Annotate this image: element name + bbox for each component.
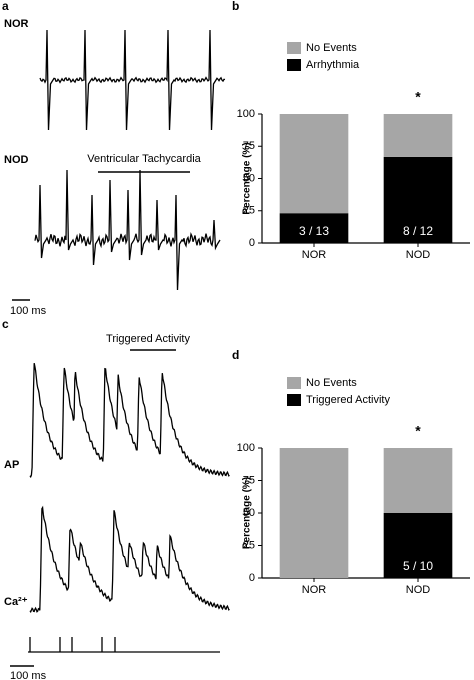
value-label: 5 / 10 [403,559,433,573]
bar-segment [383,448,453,513]
y-tick-label: 25 [243,539,255,551]
bar-segment [279,114,349,214]
annotation: * [415,89,421,105]
panel-label: a [2,0,9,13]
x-tick-label: NOR [302,584,327,596]
scale-label: 100 ms [10,305,47,317]
trace-label: NOD [4,154,29,166]
trace-label: NOR [4,18,29,30]
annotation: Ventricular Tachycardia [87,153,201,165]
ap-trace [29,362,230,479]
bar-segment [383,114,453,157]
ecg-trace [34,169,221,291]
trace-label: Ca²⁺ [4,596,28,608]
panel-label: c [2,317,9,331]
scale-label: 100 ms [10,670,47,680]
legend-swatch [287,42,301,54]
legend-swatch [287,377,301,389]
legend-label: Triggered Activity [306,394,390,406]
legend-label: No Events [306,42,357,54]
y-tick-label: 50 [243,172,255,184]
trace-label: AP [4,459,19,471]
panel-label: d [232,348,239,362]
calcium-trace [29,505,230,614]
y-axis-title: Percentage (%) [242,477,253,549]
annotation: Triggered Activity [106,333,190,345]
y-tick-label: 0 [249,237,255,249]
y-tick-label: 0 [249,572,255,584]
y-tick-label: 25 [243,205,255,217]
y-tick-label: 75 [243,140,255,152]
bar-segment [383,513,453,578]
bar-segment [279,448,349,578]
panel-label: b [232,0,239,13]
value-label: 3 / 13 [299,224,329,238]
y-axis-title: Percentage (%) [242,142,253,214]
bar-segment [383,156,453,243]
legend-label: No Events [306,377,357,389]
x-tick-label: NOD [406,584,431,596]
x-tick-label: NOR [302,249,327,261]
value-label: 8 / 12 [403,224,433,238]
y-tick-label: 75 [243,474,255,486]
stimulus-trace [28,637,220,653]
x-tick-label: NOD [406,249,431,261]
y-tick-label: 50 [243,507,255,519]
ecg-trace [39,29,226,131]
y-tick-label: 100 [237,442,255,454]
y-tick-label: 100 [237,108,255,120]
annotation: * [415,423,421,439]
legend-swatch [287,59,301,71]
bar-segment [279,213,349,243]
legend-swatch [287,394,301,406]
legend-label: Arrhythmia [306,59,360,71]
